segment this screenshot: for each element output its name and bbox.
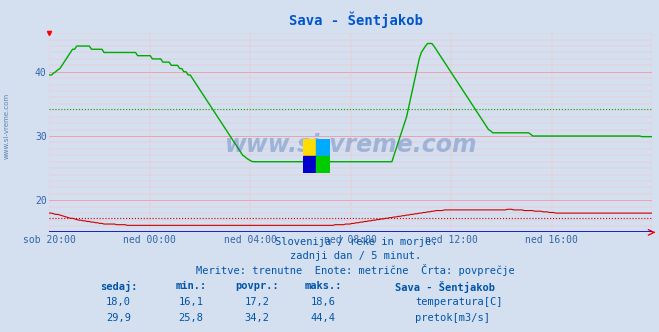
- Bar: [316, 156, 330, 173]
- Text: 25,8: 25,8: [179, 313, 204, 323]
- Bar: [303, 156, 316, 173]
- Bar: [303, 139, 316, 156]
- Text: Meritve: trenutne  Enote: metrične  Črta: povprečje: Meritve: trenutne Enote: metrične Črta: …: [196, 264, 515, 276]
- Text: www.si-vreme.com: www.si-vreme.com: [3, 93, 10, 159]
- Text: sedaj:: sedaj:: [100, 281, 137, 291]
- Text: 44,4: 44,4: [310, 313, 335, 323]
- Bar: [316, 139, 330, 156]
- Text: maks.:: maks.:: [304, 281, 341, 290]
- Text: povpr.:: povpr.:: [235, 281, 279, 290]
- Text: zadnji dan / 5 minut.: zadnji dan / 5 minut.: [290, 251, 422, 261]
- Text: min.:: min.:: [175, 281, 207, 290]
- Text: 29,9: 29,9: [106, 313, 131, 323]
- Text: Sava - Šentjakob: Sava - Šentjakob: [289, 12, 423, 28]
- Text: 17,2: 17,2: [244, 297, 270, 307]
- Text: www.si-vreme.com: www.si-vreme.com: [225, 133, 477, 157]
- Text: Sava - Šentjakob: Sava - Šentjakob: [395, 281, 496, 292]
- Text: 34,2: 34,2: [244, 313, 270, 323]
- Text: 18,6: 18,6: [310, 297, 335, 307]
- Text: 16,1: 16,1: [179, 297, 204, 307]
- Text: temperatura[C]: temperatura[C]: [415, 297, 503, 307]
- Text: 18,0: 18,0: [106, 297, 131, 307]
- Text: Slovenija / reke in morje.: Slovenija / reke in morje.: [275, 237, 437, 247]
- Text: pretok[m3/s]: pretok[m3/s]: [415, 313, 490, 323]
